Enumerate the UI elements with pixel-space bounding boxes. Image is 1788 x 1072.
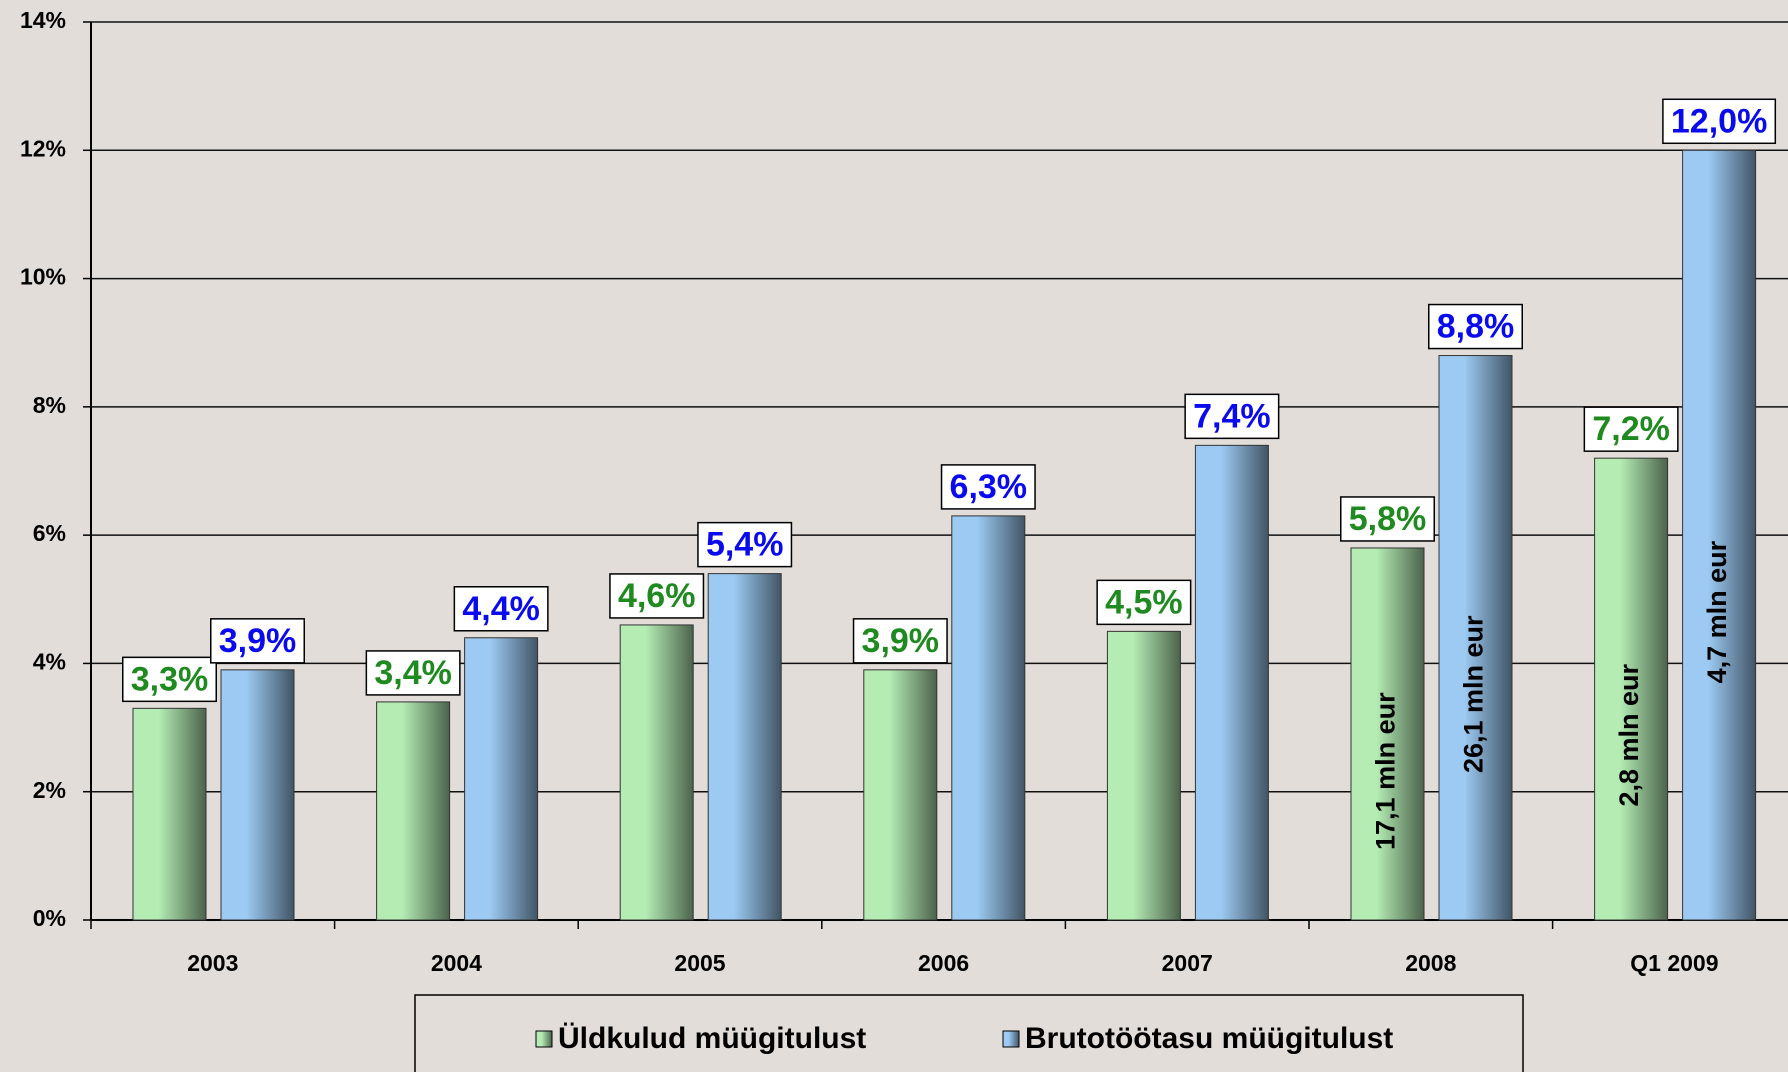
value-label: 7,4% bbox=[1193, 397, 1271, 435]
value-label-box bbox=[697, 521, 793, 568]
value-label: 6,3% bbox=[950, 468, 1028, 506]
y-tick-label: 12% bbox=[20, 135, 66, 161]
value-label: 3,9% bbox=[862, 622, 940, 660]
value-label-box bbox=[940, 464, 1036, 510]
value-label: 7,2% bbox=[1592, 410, 1670, 448]
bar bbox=[376, 701, 451, 921]
bar bbox=[1682, 149, 1757, 921]
value-label-box bbox=[1428, 303, 1523, 350]
inner-label: 2,8 mln eur bbox=[1614, 664, 1644, 807]
inner-label: 17,1 mln eur bbox=[1371, 692, 1401, 850]
y-tick-label: 8% bbox=[33, 392, 66, 418]
value-label-box bbox=[453, 586, 549, 632]
y-tick-label: 4% bbox=[33, 649, 66, 675]
value-label: 4,4% bbox=[462, 590, 540, 628]
bar bbox=[220, 669, 295, 921]
value-label-box bbox=[365, 650, 461, 696]
x-tick-label: 2008 bbox=[1405, 950, 1456, 976]
inner-label: 4,7 mln eur bbox=[1702, 540, 1732, 683]
y-tick-label: 10% bbox=[20, 264, 66, 290]
value-label-box bbox=[122, 656, 217, 703]
x-tick-label: 2003 bbox=[187, 950, 238, 976]
value-label-box bbox=[1583, 406, 1679, 452]
value-label-box bbox=[1340, 496, 1435, 542]
x-tick-label: 2007 bbox=[1162, 950, 1213, 976]
y-tick-label: 2% bbox=[33, 777, 66, 803]
value-label: 3,3% bbox=[131, 660, 209, 698]
value-label-box bbox=[1096, 579, 1192, 626]
legend-swatch bbox=[535, 1030, 553, 1048]
legend-box bbox=[414, 994, 1524, 1072]
value-label: 5,4% bbox=[706, 526, 784, 564]
legend-label: Brutotöötasu müügitulust bbox=[1025, 1022, 1393, 1055]
bar bbox=[1106, 630, 1181, 921]
bar bbox=[464, 637, 539, 921]
value-label: 4,6% bbox=[618, 577, 696, 615]
value-label: 4,5% bbox=[1105, 583, 1183, 621]
value-label: 3,9% bbox=[219, 622, 297, 660]
value-label: 12,0% bbox=[1671, 102, 1767, 140]
bar bbox=[1438, 355, 1513, 921]
inner-label: 26,1 mln eur bbox=[1459, 615, 1489, 773]
bar bbox=[132, 707, 207, 921]
bar bbox=[951, 515, 1026, 921]
legend-label: Üldkulud müügitulust bbox=[558, 1022, 866, 1055]
bar bbox=[1594, 457, 1669, 921]
y-tick-label: 14% bbox=[20, 7, 66, 33]
y-tick-label: 0% bbox=[33, 905, 66, 931]
x-tick-label: 2006 bbox=[918, 950, 969, 976]
value-label: 8,8% bbox=[1437, 308, 1515, 346]
value-label-box bbox=[1184, 393, 1280, 440]
x-tick-label: 2004 bbox=[431, 950, 482, 976]
bar bbox=[1194, 444, 1269, 921]
value-label: 5,8% bbox=[1349, 500, 1427, 538]
value-label-box bbox=[609, 573, 705, 619]
bar bbox=[1350, 547, 1425, 921]
y-tick-label: 6% bbox=[33, 520, 66, 546]
bar bbox=[707, 573, 782, 921]
bar bbox=[619, 624, 694, 921]
bar bbox=[863, 669, 938, 921]
value-label-box bbox=[852, 618, 948, 664]
value-label: 3,4% bbox=[374, 654, 452, 692]
x-tick-label: Q1 2009 bbox=[1630, 950, 1718, 976]
legend-swatch bbox=[1002, 1030, 1020, 1048]
value-label-box bbox=[210, 618, 305, 664]
x-tick-label: 2005 bbox=[674, 950, 725, 976]
value-label-box bbox=[1662, 98, 1777, 145]
